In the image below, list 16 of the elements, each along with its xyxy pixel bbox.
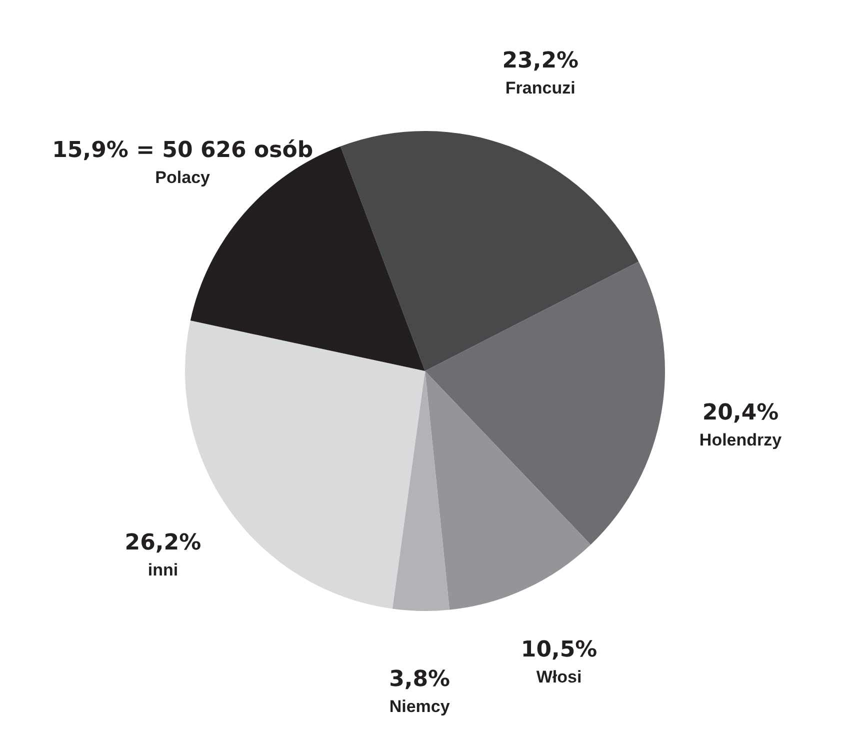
slice-label: Francuzi — [505, 78, 576, 98]
pie-slice — [392, 371, 450, 611]
data-label: 23,2% — [502, 48, 579, 74]
slice-label: inni — [148, 560, 178, 580]
pie-slice — [340, 131, 639, 371]
slice-label: Włosi — [536, 668, 582, 687]
data-label: 20,4% — [702, 400, 779, 426]
data-label: 3,8% — [389, 666, 450, 692]
data-label: 15,9% = 50 626 osób — [52, 138, 314, 164]
data-label: 26,2% — [124, 530, 202, 556]
slice-label: Niemcy — [389, 696, 450, 716]
slice-label: Polacy — [155, 168, 211, 188]
pie-slice — [425, 262, 665, 545]
pie-slice — [425, 371, 591, 610]
slice-label: Holendrzy — [699, 430, 782, 450]
data-label: 10,5% — [520, 638, 598, 663]
